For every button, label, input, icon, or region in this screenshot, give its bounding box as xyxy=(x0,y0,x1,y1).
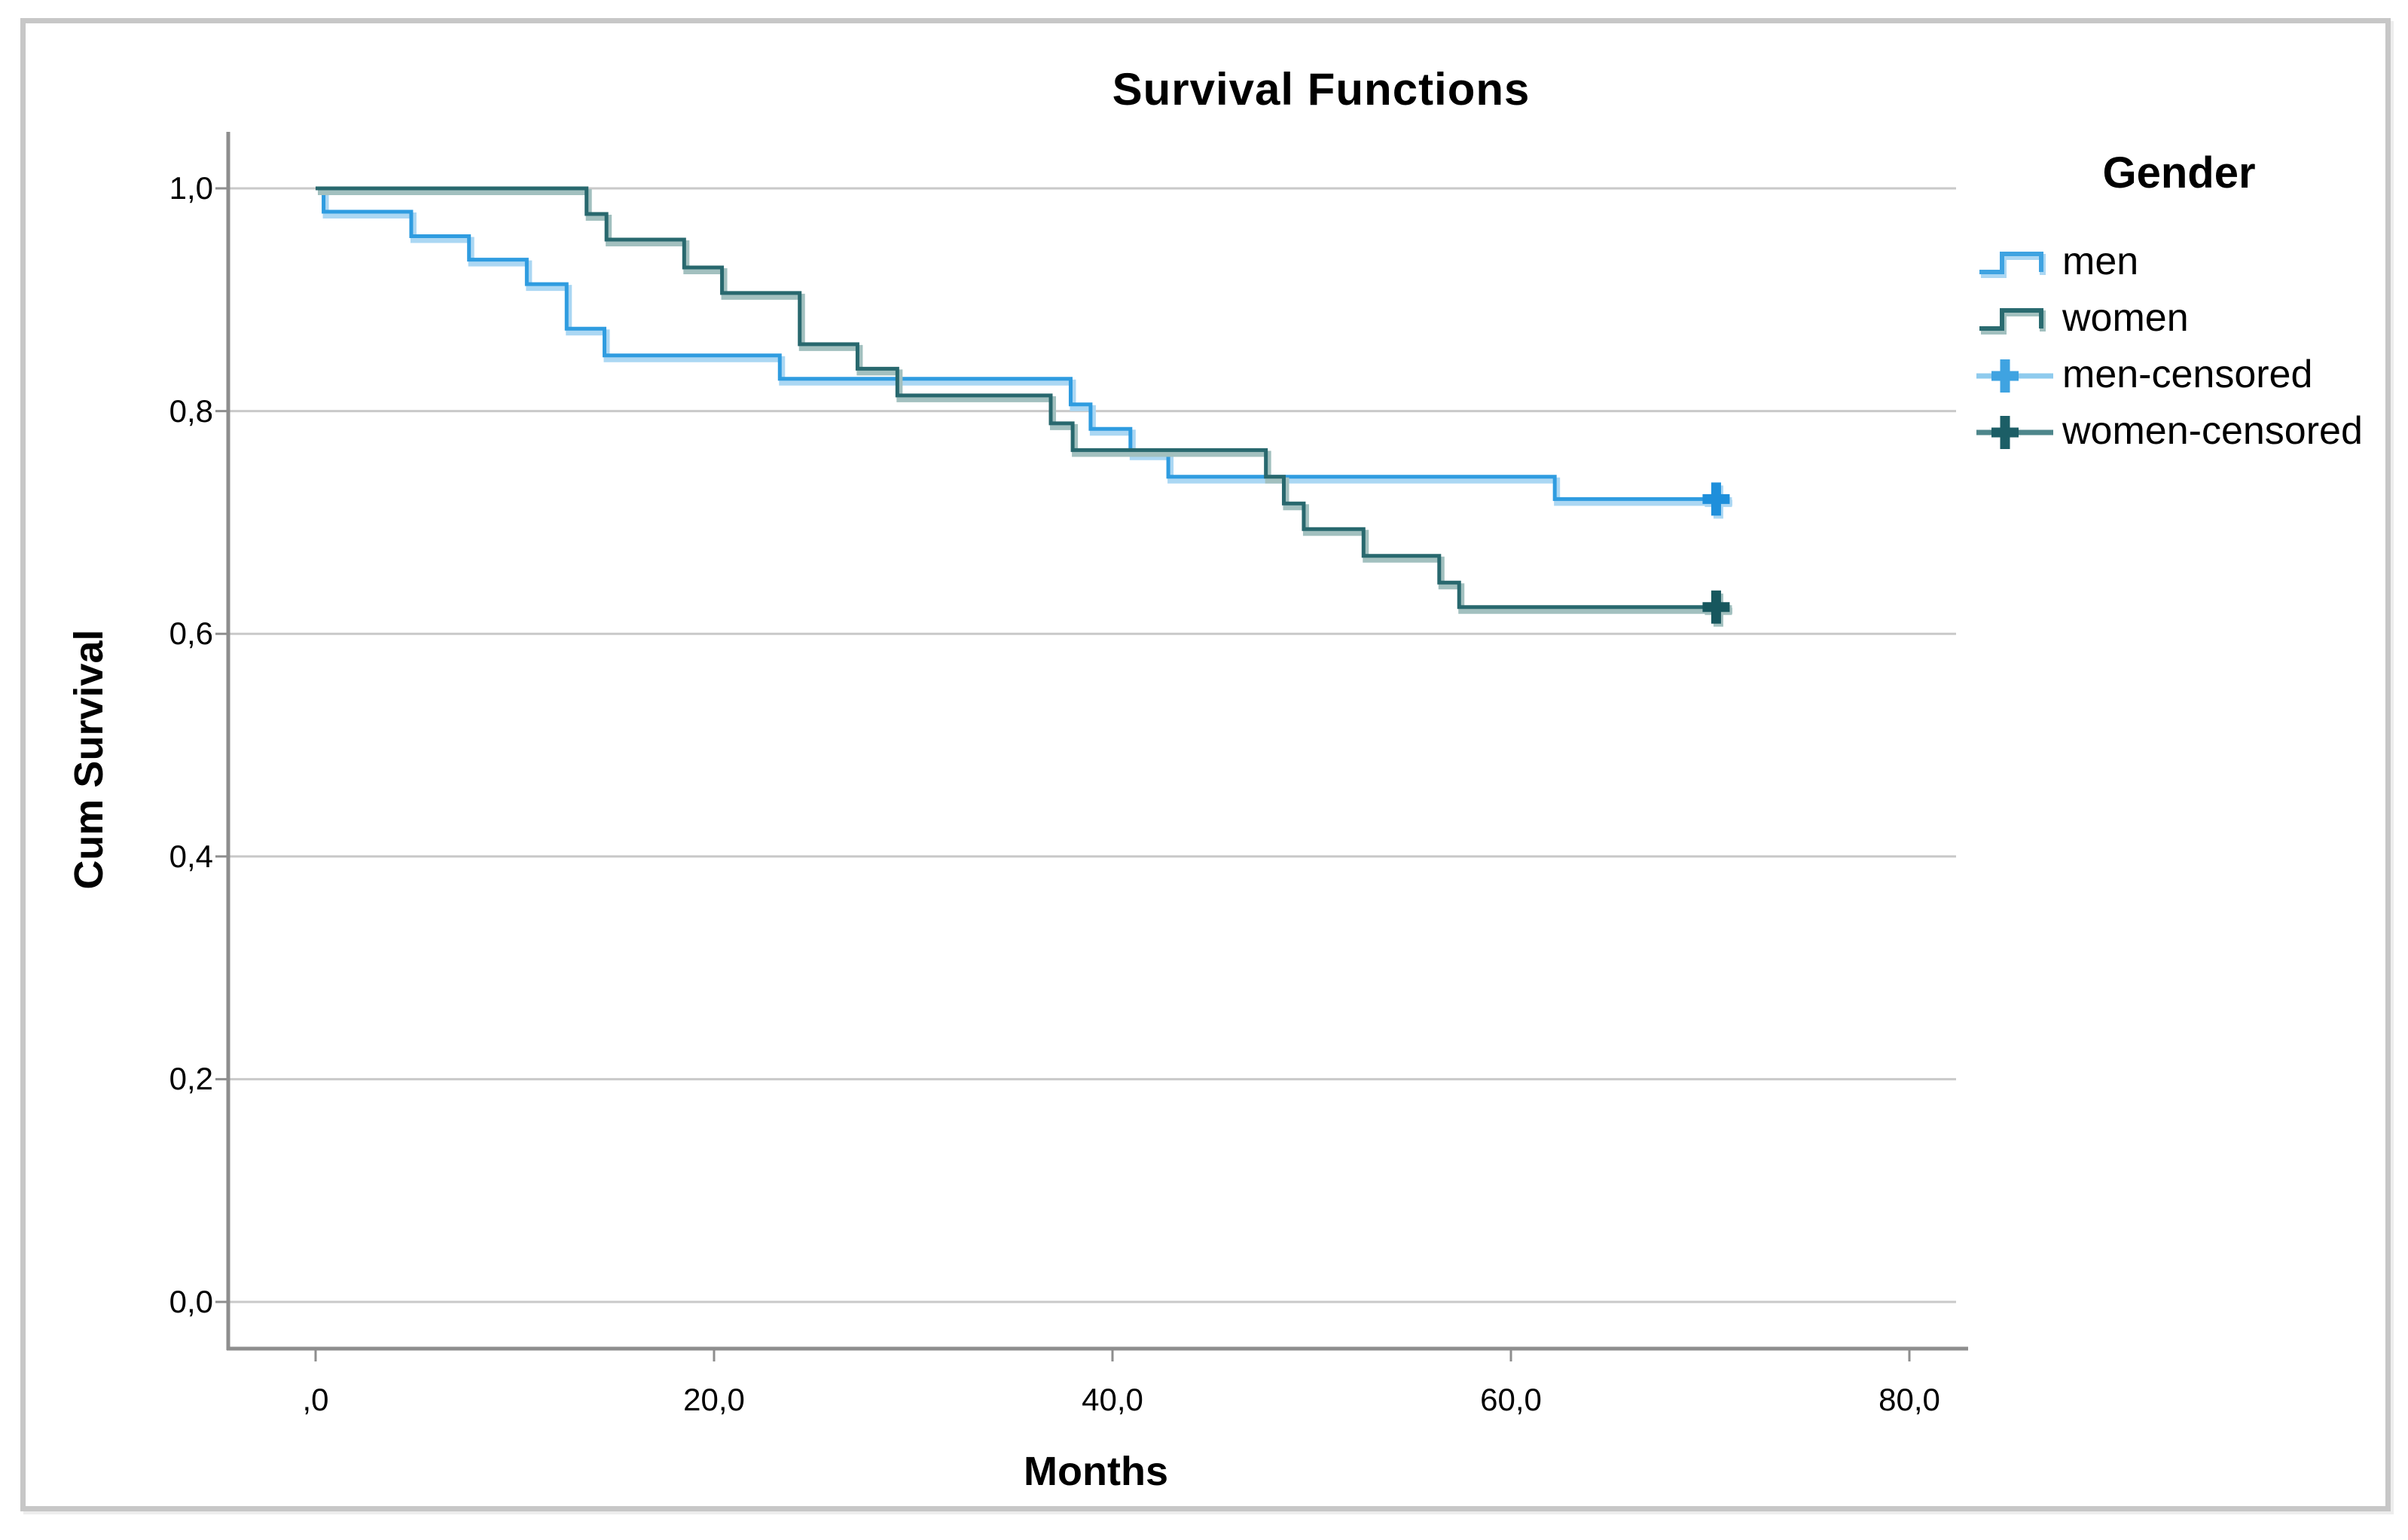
chart-title: Survival Functions xyxy=(1112,64,1531,115)
legend-line-swatch xyxy=(1979,308,2046,335)
legend-censor-cross xyxy=(1991,416,2019,449)
x-tick-label: 20,0 xyxy=(683,1382,745,1417)
legend-label: men xyxy=(2062,240,2139,283)
chart-border xyxy=(20,18,2391,1511)
legend-censor-cross xyxy=(1991,359,2019,393)
men-curve-halo xyxy=(318,189,1732,506)
y-tick-label: 0,0 xyxy=(169,1284,213,1319)
legend-entry-women-censored: women-censored xyxy=(1973,409,2363,453)
legend-label: women xyxy=(2062,296,2189,340)
x-tick-label: ,0 xyxy=(302,1382,329,1417)
y-tick-label: 0,8 xyxy=(169,393,213,429)
women-curve xyxy=(316,186,1730,610)
legend-censor-swatch xyxy=(1976,359,2053,393)
legend-entry-men: men xyxy=(1973,240,2138,283)
x-axis-title: Months xyxy=(1024,1449,1168,1494)
y-tick-label: 1,0 xyxy=(169,170,213,206)
x-tick-label: 40,0 xyxy=(1082,1382,1143,1417)
men-curve xyxy=(316,186,1730,501)
men-censor-mark xyxy=(1702,482,1730,516)
x-tick-label: 80,0 xyxy=(1878,1382,1940,1417)
legend-step-line xyxy=(1979,252,2043,274)
y-tick-label: 0,4 xyxy=(169,838,213,874)
legend-censor-swatch xyxy=(1976,416,2053,449)
legend-label: women-censored xyxy=(2062,409,2363,453)
legend-title: Gender xyxy=(2102,148,2256,197)
women-censor-mark xyxy=(1702,590,1730,624)
legend-label: men-censored xyxy=(2062,353,2313,396)
y-tick-label: 0,6 xyxy=(169,616,213,652)
legend-entry-men-censored: men-censored xyxy=(1973,353,2312,396)
legend-line-swatch xyxy=(1979,252,2046,278)
legend-step-line xyxy=(1979,308,2043,331)
y-tick-label: 0,2 xyxy=(169,1061,213,1097)
women-curve-halo xyxy=(318,189,1732,614)
x-tick-label: 60,0 xyxy=(1480,1382,1542,1417)
legend-entry-women: women xyxy=(1973,296,2189,340)
